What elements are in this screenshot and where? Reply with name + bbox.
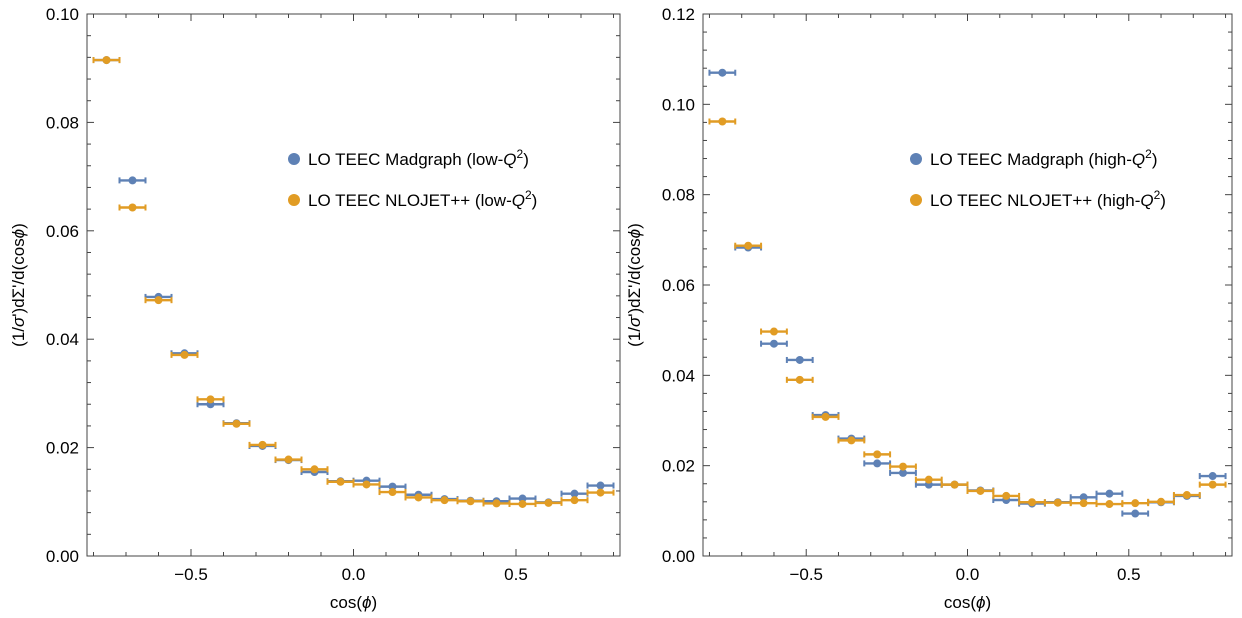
data-point	[206, 395, 215, 404]
data-point	[1028, 498, 1037, 507]
data-point	[128, 203, 137, 212]
data-point	[1182, 491, 1191, 500]
data-point	[1131, 499, 1140, 508]
data-point	[596, 481, 605, 490]
legend-marker	[910, 153, 922, 165]
data-point	[440, 496, 449, 505]
plot-frame	[86, 13, 621, 557]
y-tick-label: 0.02	[662, 457, 695, 476]
y-tick-label: 0.00	[46, 547, 79, 566]
data-point	[1157, 497, 1166, 506]
legend-marker	[288, 194, 300, 206]
data-point	[336, 477, 345, 486]
data-point	[821, 412, 830, 421]
x-tick-label: −0.5	[789, 565, 823, 584]
data-point	[544, 498, 553, 507]
x-tick-label: 0.0	[342, 565, 366, 584]
y-tick-label: 0.06	[662, 276, 695, 295]
data-point	[976, 486, 985, 495]
data-point	[873, 450, 882, 459]
legend-marker	[288, 153, 300, 165]
data-point	[128, 176, 137, 185]
y-tick-label: 0.00	[662, 547, 695, 566]
series-0	[708, 68, 1227, 518]
legend-label: LO TEEC Madgraph (low-Q2)	[308, 147, 529, 169]
x-tick-label: 0.0	[956, 565, 980, 584]
data-point	[310, 465, 319, 474]
y-tick-label: 0.10	[662, 95, 695, 114]
x-tick-label: 0.5	[1117, 565, 1141, 584]
data-point	[769, 339, 778, 348]
y-tick-label: 0.08	[46, 113, 79, 132]
legend-label: LO TEEC NLOJET++ (low-Q2)	[308, 188, 537, 210]
legend-label: LO TEEC Madgraph (high-Q2)	[930, 147, 1158, 169]
x-axis-title: cos(ϕ)	[330, 593, 377, 612]
x-tick-label: −0.5	[174, 565, 208, 584]
data-point	[769, 327, 778, 336]
data-point	[284, 455, 293, 464]
series-0	[92, 56, 615, 507]
x-tick-label: 0.5	[504, 565, 528, 584]
data-point	[388, 488, 397, 497]
data-point	[744, 241, 753, 250]
data-point	[570, 489, 579, 498]
legend: LO TEEC Madgraph (high-Q2) LO TEEC NLOJET…	[910, 147, 1166, 210]
legend: LO TEEC Madgraph (low-Q2) LO TEEC NLOJET+…	[288, 147, 537, 210]
y-tick-label: 0.02	[46, 439, 79, 458]
data-point	[718, 68, 727, 77]
data-point	[924, 475, 933, 484]
data-point	[414, 493, 423, 502]
y-axis-title: (1/σ')dΣ'/d(cosϕ)	[625, 223, 644, 347]
y-tick-label: 0.10	[46, 5, 79, 24]
x-axis-title: cos(ϕ)	[944, 593, 991, 612]
right-chart-high-q2: 0.00 0.02 0.04 0.06 0.08 0.10 0.12 −0.5 0.0 0.5 co…	[625, 5, 1233, 612]
data-point	[518, 499, 527, 508]
data-point	[795, 375, 804, 384]
data-point	[570, 496, 579, 505]
data-point	[873, 459, 882, 468]
data-point	[154, 296, 163, 305]
data-point	[1105, 500, 1114, 509]
y-tick-label: 0.04	[662, 366, 695, 385]
y-axis-title: (1/σ')dΣ'/d(cosϕ)	[9, 223, 28, 347]
data-point	[1002, 491, 1011, 500]
data-point	[795, 355, 804, 364]
series-1	[708, 117, 1227, 509]
data-point	[1131, 509, 1140, 518]
y-tick-label: 0.04	[46, 330, 79, 349]
series-1	[92, 56, 615, 508]
data-point	[898, 468, 907, 477]
legend-label: LO TEEC NLOJET++ (high-Q2)	[930, 188, 1166, 210]
data-point	[180, 350, 189, 359]
data-point	[1079, 493, 1088, 502]
data-point	[1053, 498, 1062, 507]
left-chart-low-q2: 0.00 0.02 0.04 0.06 0.08 0.10 −0.5 0.0 0.5 cos(ϕ)…	[9, 5, 621, 612]
y-tick-label: 0.08	[662, 186, 695, 205]
data-point	[1208, 480, 1217, 489]
data-point	[1079, 499, 1088, 508]
data-point	[492, 499, 501, 508]
data-point	[466, 497, 475, 506]
data-point	[362, 480, 371, 489]
data-point	[596, 488, 605, 497]
data-point	[102, 56, 111, 65]
data-point	[1208, 472, 1217, 481]
data-point	[258, 440, 267, 449]
legend-marker	[910, 194, 922, 206]
plot-frame	[702, 13, 1233, 557]
data-point	[847, 436, 856, 445]
data-point	[718, 117, 727, 126]
y-tick-label: 0.06	[46, 222, 79, 241]
data-point	[950, 480, 959, 489]
y-tick-label: 0.12	[662, 5, 695, 24]
data-point	[898, 462, 907, 471]
data-point	[1105, 489, 1114, 498]
data-point	[232, 419, 241, 428]
